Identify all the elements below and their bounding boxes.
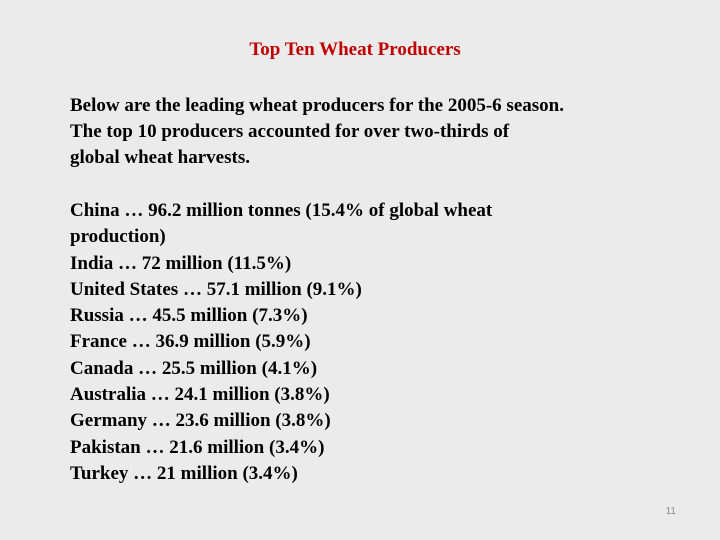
list-item: France … 36.9 million (5.9%) xyxy=(70,331,311,353)
intro-paragraph: Below are the leading wheat producers fo… xyxy=(70,93,690,171)
intro-line: The top 10 producers accounted for over … xyxy=(70,121,510,142)
list-item-continuation: production) xyxy=(70,226,166,248)
slide-title: Top Ten Wheat Producers xyxy=(249,39,461,60)
list-item: China … 96.2 million tonnes (15.4% of gl… xyxy=(70,200,493,221)
producer-list: China … 96.2 million tonnes (15.4% of gl… xyxy=(70,198,690,487)
list-item: Germany … 23.6 million (3.8%) xyxy=(70,410,331,432)
list-item: Turkey … 21 million (3.4%) xyxy=(70,462,298,484)
list-item: Canada … 25.5 million (4.1%) xyxy=(70,357,318,379)
page-number: 11 xyxy=(665,506,676,517)
list-item: Australia … 24.1 million (3.8%) xyxy=(70,384,330,406)
list-item: Russia … 45.5 million (7.3%) xyxy=(70,305,308,327)
list-item: India … 72 million (11.5%) xyxy=(70,252,292,274)
intro-line: Below are the leading wheat producers fo… xyxy=(70,95,564,116)
list-item: United States … 57.1 million (9.1%) xyxy=(70,278,362,300)
list-item: Pakistan … 21.6 million (3.4%) xyxy=(70,436,325,458)
intro-line: global wheat harvests. xyxy=(70,147,250,168)
